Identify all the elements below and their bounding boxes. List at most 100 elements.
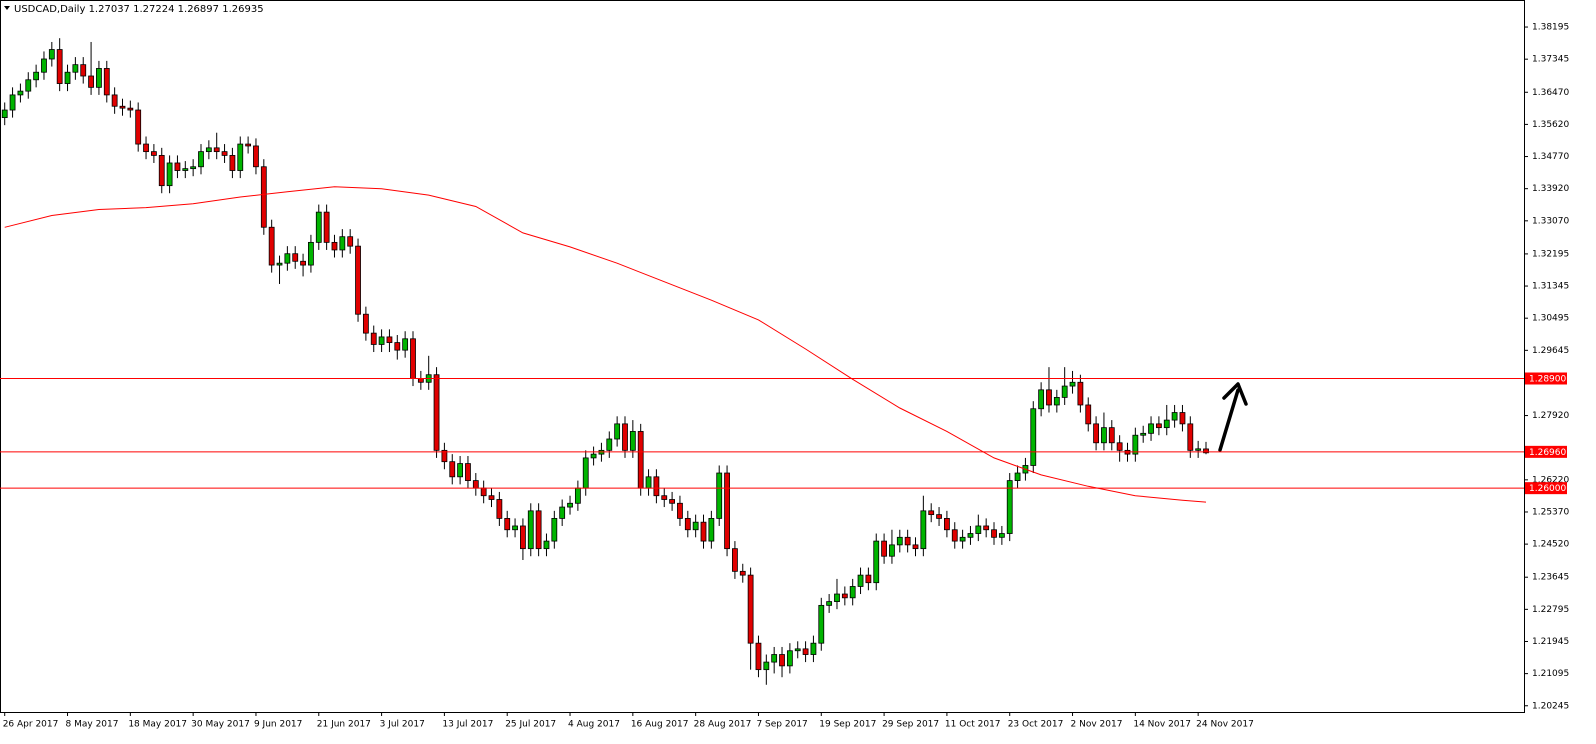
candle-body — [677, 502, 683, 519]
candle-body — [127, 107, 134, 111]
y-tick-label: 1.23645 — [1532, 573, 1569, 583]
candle-body — [983, 525, 990, 531]
candle-body — [959, 536, 966, 542]
annotation-arrow — [1218, 382, 1248, 452]
x-tick-label: 16 Aug 2017 — [631, 720, 689, 730]
candle-body — [543, 540, 550, 550]
candle-body — [56, 49, 63, 84]
candle-body — [1061, 385, 1068, 398]
candle-body — [936, 514, 942, 519]
candle-body — [684, 518, 691, 531]
candle-body — [362, 313, 369, 334]
header-high: 1.27224 — [133, 4, 174, 15]
y-tick-label: 1.33920 — [1532, 184, 1569, 194]
candle-body — [535, 510, 542, 550]
candle-body — [802, 648, 809, 655]
candle-body — [88, 75, 94, 88]
y-tick-label: 1.27920 — [1532, 411, 1569, 421]
x-tick-label: 18 May 2017 — [128, 720, 187, 730]
x-tick-label: 28 Aug 2017 — [694, 720, 752, 730]
candle-body — [1195, 448, 1202, 451]
y-tick-label: 1.35620 — [1532, 120, 1569, 130]
candle-body — [386, 336, 393, 343]
candle-body — [582, 457, 589, 489]
y-tick-label: 1.36470 — [1532, 88, 1569, 98]
candle-body — [441, 449, 448, 463]
candle-body — [1101, 427, 1107, 444]
level-label: 1.26000 — [1529, 484, 1566, 494]
y-tick-label: 1.30495 — [1532, 314, 1569, 324]
candle-body — [394, 342, 401, 351]
candle-body — [465, 463, 471, 481]
candle-body — [457, 463, 464, 478]
candle-body — [378, 336, 385, 345]
x-tick-label: 14 Nov 2017 — [1133, 720, 1191, 730]
candle-body — [512, 525, 518, 531]
candle-body — [779, 654, 785, 667]
candle-body — [606, 438, 613, 451]
candle-body — [1077, 381, 1084, 406]
x-tick-label: 19 Sep 2017 — [819, 720, 876, 730]
candle-body — [551, 518, 558, 542]
candle-body — [339, 236, 346, 251]
candle-body — [520, 525, 526, 550]
candle-body — [653, 476, 660, 497]
candle-body — [794, 648, 801, 652]
menu-triangle — [4, 6, 10, 10]
candle-body — [1163, 419, 1170, 429]
candle-body — [229, 155, 236, 171]
candle-body — [158, 155, 165, 187]
candle-body — [967, 533, 974, 538]
header-low: 1.26897 — [178, 4, 219, 15]
candle-body — [323, 211, 330, 243]
x-tick-label: 2 Nov 2017 — [1071, 720, 1123, 730]
candle-body — [17, 90, 24, 96]
symbol: USDCAD,Daily — [14, 4, 85, 15]
candle-body — [889, 544, 895, 557]
x-tick-label: 3 Jul 2017 — [380, 720, 425, 730]
candle-body — [645, 476, 652, 489]
candle-body — [315, 211, 322, 243]
candle-body — [826, 601, 833, 606]
candle-body — [150, 151, 157, 156]
candle-body — [1030, 408, 1037, 466]
candle-body — [739, 570, 746, 576]
candle-body — [143, 143, 149, 153]
candle-body — [1187, 423, 1194, 451]
x-tick-label: 25 Jul 2017 — [505, 720, 556, 730]
candle-body — [724, 472, 730, 550]
candle-body — [732, 548, 738, 572]
candle-body — [1179, 412, 1186, 425]
candle-body — [64, 71, 71, 84]
candle-body — [841, 593, 848, 599]
candle-body — [708, 518, 715, 542]
candle-body — [347, 236, 354, 247]
candle-body — [1148, 423, 1154, 434]
x-tick-label: 29 Sep 2017 — [882, 720, 939, 730]
candle-body — [1046, 389, 1052, 406]
level-label: 1.28900 — [1529, 374, 1566, 384]
level-label: 1.26960 — [1529, 448, 1566, 458]
candle-body — [865, 574, 872, 584]
y-tick-label: 1.22795 — [1532, 605, 1569, 615]
candle-body — [190, 166, 197, 170]
candle-body — [111, 94, 118, 107]
candles — [1, 38, 1209, 685]
header-open: 1.27037 — [89, 4, 130, 15]
candle-body — [245, 143, 252, 147]
y-tick-label: 1.33070 — [1532, 216, 1569, 226]
candle-body — [331, 241, 338, 251]
candle-body — [1, 109, 8, 118]
candle-body — [237, 143, 244, 171]
x-tick-label: 7 Sep 2017 — [756, 720, 807, 730]
candle-body — [669, 499, 675, 504]
candle-body — [590, 453, 597, 459]
y-tick-label: 1.34770 — [1532, 152, 1569, 162]
candle-body — [755, 642, 762, 671]
candle-body — [1132, 434, 1139, 455]
candle-body — [928, 510, 935, 516]
candle-body — [818, 604, 825, 644]
candle-body — [1203, 448, 1209, 454]
candle-body — [205, 147, 212, 153]
candle-body — [951, 529, 958, 542]
